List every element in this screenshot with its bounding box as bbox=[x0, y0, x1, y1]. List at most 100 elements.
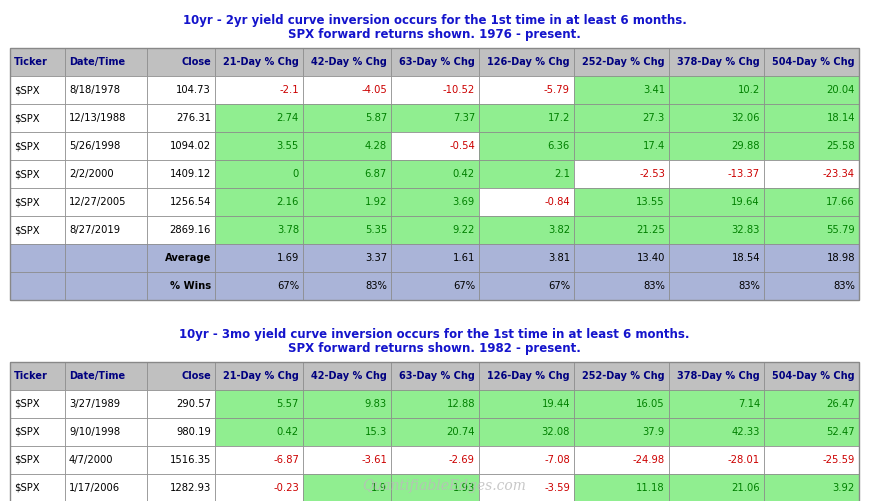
Text: 17.2: 17.2 bbox=[548, 113, 570, 123]
Text: 3.92: 3.92 bbox=[833, 483, 855, 493]
Text: 6.36: 6.36 bbox=[548, 141, 570, 151]
Bar bbox=[147, 244, 215, 272]
Bar bbox=[303, 362, 391, 390]
Bar bbox=[215, 362, 303, 390]
Bar bbox=[764, 390, 859, 418]
Bar bbox=[764, 188, 859, 216]
Bar bbox=[574, 474, 669, 501]
Text: $SPX: $SPX bbox=[14, 225, 40, 235]
Text: 10yr - 2yr yield curve inversion occurs for the 1st time in at least 6 months.: 10yr - 2yr yield curve inversion occurs … bbox=[183, 14, 686, 27]
Bar bbox=[65, 244, 147, 272]
Text: 3.41: 3.41 bbox=[643, 85, 665, 95]
Text: 20.04: 20.04 bbox=[827, 85, 855, 95]
Bar bbox=[479, 48, 574, 76]
Text: 17.66: 17.66 bbox=[826, 197, 855, 207]
Bar bbox=[65, 446, 147, 474]
Bar bbox=[391, 160, 479, 188]
Text: 25.58: 25.58 bbox=[827, 141, 855, 151]
Bar bbox=[391, 216, 479, 244]
Text: 21.25: 21.25 bbox=[636, 225, 665, 235]
Text: -5.79: -5.79 bbox=[544, 85, 570, 95]
Text: SPX forward returns shown. 1976 - present.: SPX forward returns shown. 1976 - presen… bbox=[288, 28, 581, 41]
Text: 7.14: 7.14 bbox=[738, 399, 760, 409]
Text: 32.08: 32.08 bbox=[542, 427, 570, 437]
Text: 2869.16: 2869.16 bbox=[170, 225, 211, 235]
Bar bbox=[10, 244, 65, 272]
Bar bbox=[479, 244, 574, 272]
Bar bbox=[391, 474, 479, 501]
Bar bbox=[764, 104, 859, 132]
Text: 4.28: 4.28 bbox=[365, 141, 387, 151]
Text: $SPX: $SPX bbox=[14, 427, 40, 437]
Text: 1282.93: 1282.93 bbox=[170, 483, 211, 493]
Text: 12/13/1988: 12/13/1988 bbox=[69, 113, 126, 123]
Text: 42-Day % Chg: 42-Day % Chg bbox=[311, 57, 387, 67]
Text: -28.01: -28.01 bbox=[728, 455, 760, 465]
Text: 16.05: 16.05 bbox=[637, 399, 665, 409]
Bar bbox=[669, 418, 764, 446]
Text: 67%: 67% bbox=[548, 281, 570, 291]
Text: $SPX: $SPX bbox=[14, 85, 40, 95]
Text: 55.79: 55.79 bbox=[826, 225, 855, 235]
Text: 1.92: 1.92 bbox=[365, 197, 387, 207]
Bar bbox=[574, 160, 669, 188]
Bar bbox=[574, 76, 669, 104]
Text: $SPX: $SPX bbox=[14, 169, 40, 179]
Bar bbox=[669, 160, 764, 188]
Text: 8/18/1978: 8/18/1978 bbox=[69, 85, 120, 95]
Bar bbox=[574, 244, 669, 272]
Text: -3.59: -3.59 bbox=[544, 483, 570, 493]
Bar bbox=[65, 362, 147, 390]
Bar bbox=[65, 474, 147, 501]
Bar bbox=[303, 216, 391, 244]
Text: 1094.02: 1094.02 bbox=[170, 141, 211, 151]
Bar bbox=[669, 104, 764, 132]
Bar bbox=[65, 76, 147, 104]
Bar bbox=[391, 76, 479, 104]
Bar bbox=[574, 132, 669, 160]
Text: -6.87: -6.87 bbox=[274, 455, 299, 465]
Text: 290.57: 290.57 bbox=[176, 399, 211, 409]
Text: 12.88: 12.88 bbox=[447, 399, 475, 409]
Text: -10.52: -10.52 bbox=[443, 85, 475, 95]
Text: 63-Day % Chg: 63-Day % Chg bbox=[399, 57, 475, 67]
Bar bbox=[303, 132, 391, 160]
Text: 26.47: 26.47 bbox=[827, 399, 855, 409]
Text: -0.84: -0.84 bbox=[544, 197, 570, 207]
Text: 252-Day % Chg: 252-Day % Chg bbox=[583, 371, 665, 381]
Bar bbox=[303, 474, 391, 501]
Bar bbox=[479, 390, 574, 418]
Bar bbox=[303, 104, 391, 132]
Bar bbox=[147, 418, 215, 446]
Bar bbox=[764, 362, 859, 390]
Text: 7.37: 7.37 bbox=[453, 113, 475, 123]
Text: 3.55: 3.55 bbox=[277, 141, 299, 151]
Bar bbox=[215, 48, 303, 76]
Bar bbox=[147, 48, 215, 76]
Bar bbox=[479, 446, 574, 474]
Bar bbox=[479, 362, 574, 390]
Text: 504-Day % Chg: 504-Day % Chg bbox=[773, 371, 855, 381]
Text: 37.9: 37.9 bbox=[643, 427, 665, 437]
Bar bbox=[215, 76, 303, 104]
Text: 126-Day % Chg: 126-Day % Chg bbox=[488, 57, 570, 67]
Bar bbox=[479, 216, 574, 244]
Text: 21.06: 21.06 bbox=[732, 483, 760, 493]
Bar bbox=[391, 132, 479, 160]
Text: 1.9: 1.9 bbox=[371, 483, 387, 493]
Text: SPX forward returns shown. 1982 - present.: SPX forward returns shown. 1982 - presen… bbox=[288, 342, 581, 355]
Bar bbox=[669, 216, 764, 244]
Bar bbox=[215, 474, 303, 501]
Bar bbox=[10, 216, 65, 244]
Text: 32.83: 32.83 bbox=[732, 225, 760, 235]
Text: 6.87: 6.87 bbox=[365, 169, 387, 179]
Bar bbox=[65, 48, 147, 76]
Text: 21-Day % Chg: 21-Day % Chg bbox=[223, 371, 299, 381]
Bar bbox=[10, 272, 65, 300]
Bar bbox=[574, 362, 669, 390]
Text: 1.61: 1.61 bbox=[453, 253, 475, 263]
Text: $SPX: $SPX bbox=[14, 483, 40, 493]
Text: -23.34: -23.34 bbox=[823, 169, 855, 179]
Text: 17.4: 17.4 bbox=[643, 141, 665, 151]
Text: 2.16: 2.16 bbox=[277, 197, 299, 207]
